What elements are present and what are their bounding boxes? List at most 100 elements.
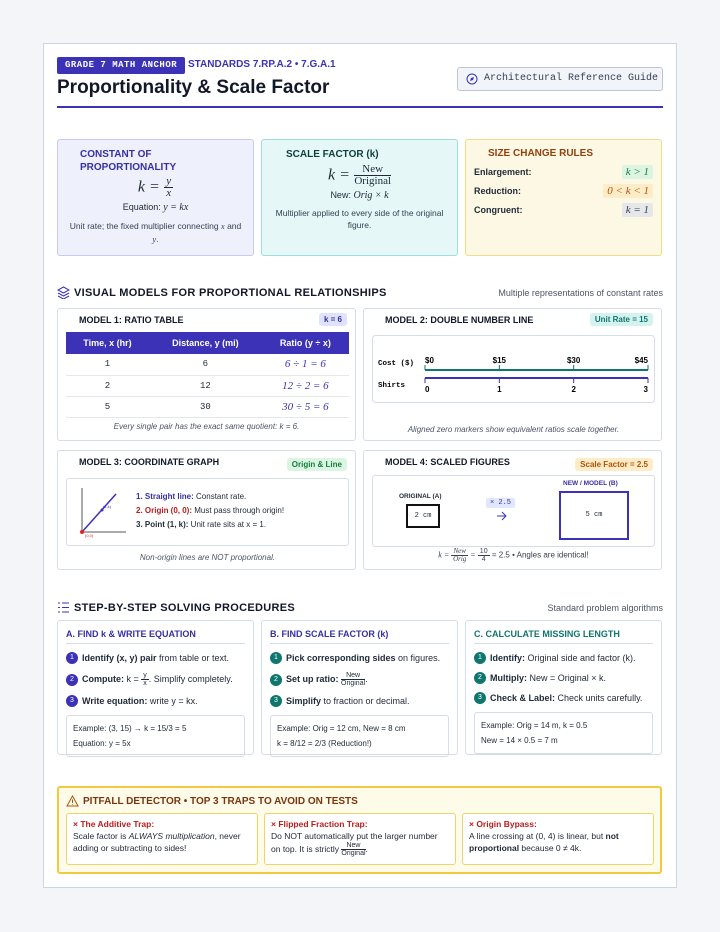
text: . <box>365 673 368 684</box>
text: Check units carefully. <box>555 693 643 703</box>
concept-card: SCALE FACTOR (k) k = New Original New: Or… <box>261 139 458 256</box>
div: Reduction: 0 < k < 1 <box>474 184 653 198</box>
path <box>66 795 79 807</box>
title: STEP-BY-STEP SOLVING PROCEDURES <box>74 602 295 614</box>
abs: × Origin Bypass: A line crossing at (0, 4… <box>462 813 654 865</box>
warning-icon <box>66 795 79 807</box>
frac: 10 4 <box>477 548 490 563</box>
table: Time, x (hr) Distance, y (mi) Ratio (y ÷ x… <box>66 332 349 418</box>
path <box>470 77 474 81</box>
concept-card: SIZE CHANGE RULES Enlargement: k > 1 Reduc… <box>465 139 662 256</box>
step: 1 Identify: Original side and factor (k). <box>474 652 653 664</box>
frac: New Original <box>341 672 366 687</box>
title: C. CALCULATE MISSING LENGTH <box>474 629 653 644</box>
label: Congruent: <box>474 205 523 215</box>
bottom-label: Shirts <box>378 382 406 390</box>
parts: , never adding or subtracting to sides! <box>73 831 241 853</box>
den: x <box>166 187 172 199</box>
origin-label: (0,0) <box>85 533 94 538</box>
rows: 1 <box>66 354 149 376</box>
span: Pick corresponding sides on figures. <box>286 653 440 663</box>
text: Original side and factor (k). <box>525 653 636 663</box>
rest: = 2.5 • Angles are identical! <box>491 550 589 560</box>
top-ticks: $30 <box>567 356 581 365</box>
label: Equation: <box>122 202 161 212</box>
line <box>81 493 117 533</box>
span: Identify (x, y) pair from table or text. <box>82 653 229 663</box>
num: y <box>164 175 174 188</box>
bold: Compute: <box>82 673 124 684</box>
badge: Scale Factor = 2.5 <box>575 458 653 471</box>
guide-button[interactable]: Architectural Reference Guide <box>457 67 663 91</box>
path <box>497 511 507 521</box>
lhs: k = <box>438 550 450 560</box>
div: Enlargement: k > 1 Reduction: 0 < k < 1 Cong… <box>474 165 653 217</box>
columns: Time, x (hr) <box>66 332 149 354</box>
desc: x <box>220 221 225 231</box>
number-line: Cost ($) Shirts $0 0 $15 1 $30 2 $45 3 <box>372 335 655 403</box>
abs: × Flipped Fraction Trap: Do NOT automatic… <box>264 813 456 865</box>
bold: Check & Label: <box>490 693 556 703</box>
abs: C. CALCULATE MISSING LENGTH 1 Identify: Or… <box>465 620 662 755</box>
parts: Scale factor is <box>73 831 129 841</box>
frac: New Original <box>341 842 366 857</box>
num2: 10 <box>477 548 490 556</box>
columns: Distance, y (mi) <box>148 332 262 354</box>
abs: B. FIND SCALE FACTOR (k) 1 Pick correspond… <box>261 620 458 757</box>
badge: Origin & Line <box>286 458 347 471</box>
fden: x <box>143 680 147 687</box>
new-side: 5 cm <box>559 491 629 540</box>
factor: × 2.5 <box>486 498 516 508</box>
path <box>57 286 70 299</box>
step: 1 Pick corresponding sides on figures. <box>270 652 449 664</box>
columns: Ratio (y ÷ x) <box>261 332 349 354</box>
cond: k = 1 <box>621 203 653 217</box>
eq: = <box>470 550 476 560</box>
num: 1 <box>474 652 486 664</box>
bold: 1. Straight line: <box>136 492 194 501</box>
text: to fraction or decimal. <box>321 696 410 706</box>
bottom-ticks: 0 <box>425 385 430 394</box>
frac: New Original <box>354 164 392 187</box>
ex: Example: Orig = 14 m, k = 0.5 New = 14 × … <box>474 712 653 754</box>
guide: Architectural Reference Guide <box>484 73 659 84</box>
caption: Non-origin lines are NOT proportional. <box>139 553 276 562</box>
ex: Example: (3, 15) → k = 15/3 = 5 Equation:… <box>66 715 245 757</box>
layers-icon <box>57 286 70 299</box>
div: Enlargement: k > 1 <box>474 165 653 179</box>
rows: 2 <box>66 375 149 397</box>
graph: (1,k) (0,0) <box>80 488 126 538</box>
ex: Example: Orig = 12 cm, New = 8 cm k = 8/1… <box>270 715 449 757</box>
den1: Orig <box>453 555 467 563</box>
title: × Flipped Fraction Trap: <box>271 819 368 829</box>
desc: and <box>224 221 242 231</box>
span: Check & Label: Check units carefully. <box>490 693 642 703</box>
example: New = 14 × 0.5 = 7 m <box>481 736 558 745</box>
span: Multiply: New = Original × k. <box>490 673 606 683</box>
title: MODEL 4: SCALED FIGURES <box>385 457 510 467</box>
text: on figures. <box>395 653 441 663</box>
bottom-ticks: 1 <box>497 385 502 394</box>
bold: Set up ratio: <box>286 673 339 684</box>
caption: Aligned zero markers show equivalent rat… <box>407 425 620 434</box>
pre: k = <box>124 673 142 684</box>
standards: STANDARDS 7.RP.A.2 • 7.G.A.1 <box>188 59 336 70</box>
step: 3 Write equation: write y = kx. <box>66 695 245 707</box>
example: Example: Orig = 14 m, k = 0.5 <box>481 721 588 730</box>
bold: 3. Point (1, k): <box>136 520 189 529</box>
title: × Origin Bypass: <box>469 819 537 829</box>
title: VISUAL MODELS FOR PROPORTIONAL RELATIONS… <box>74 287 387 299</box>
c: New: Orig × k <box>272 190 447 201</box>
desc: y <box>152 234 157 244</box>
span: Write equation: write y = kx. <box>82 696 198 706</box>
rows: 6 <box>148 354 262 376</box>
bold: Identify (x, y) pair <box>82 653 157 663</box>
text: write y = kx. <box>147 696 198 706</box>
tr: 2 12 12 ÷ 2 = 6 <box>66 375 349 397</box>
model-card: MODEL 1: RATIO TABLE k = 6 Time, x (hr) D… <box>57 308 356 441</box>
div: 1. Straight line: Constant rate. <box>136 490 284 504</box>
parts: A line crossing at (0, 4) is linear, but <box>469 831 606 841</box>
